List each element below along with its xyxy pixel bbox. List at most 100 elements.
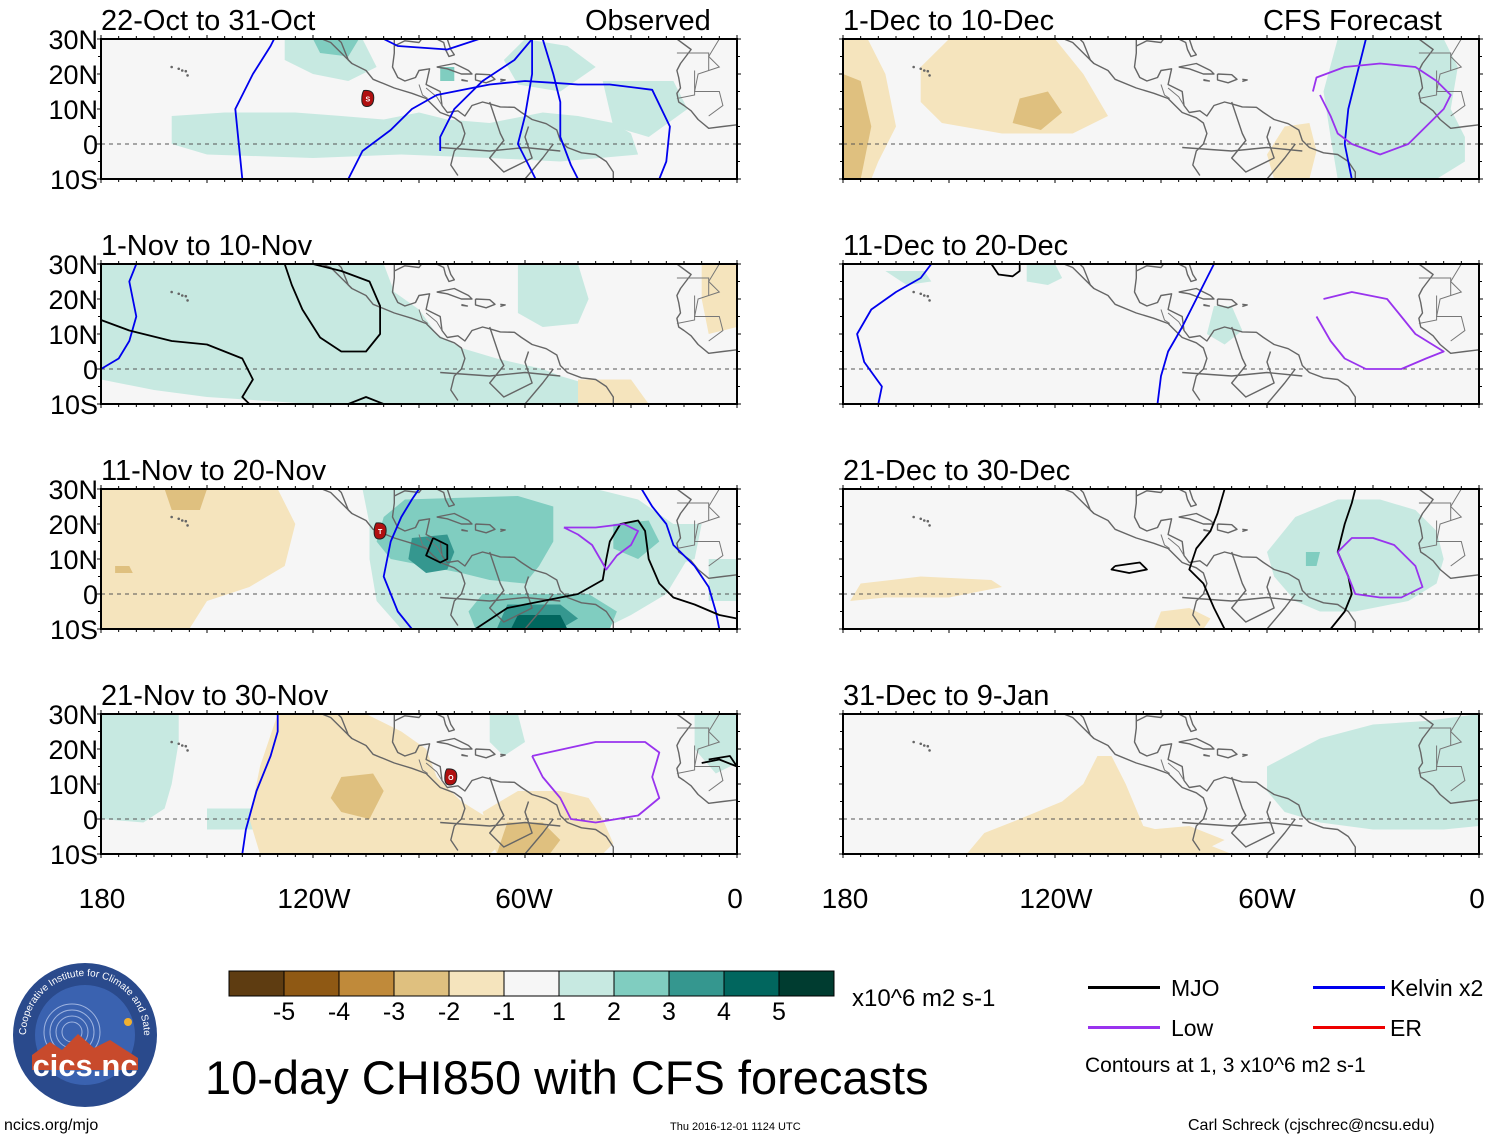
anomaly-region xyxy=(843,74,872,179)
colorbar-label: -1 xyxy=(492,998,516,1026)
anomaly-region xyxy=(1012,91,1063,130)
hawaii-island xyxy=(928,299,931,302)
coastline xyxy=(1133,264,1356,404)
anomaly-region xyxy=(171,112,639,162)
legend-note: Contours at 1, 3 x10^6 m2 s-1 xyxy=(1085,1054,1366,1077)
wave-contour xyxy=(425,537,449,564)
lat-label: 10N xyxy=(48,320,98,350)
colorbar-swatch xyxy=(558,970,615,997)
wave-contour xyxy=(1312,62,1452,156)
logo-text: cics.nc xyxy=(32,1048,138,1083)
coastline xyxy=(1216,298,1238,309)
anomaly-region xyxy=(1305,552,1320,566)
hawaii-island xyxy=(922,744,926,747)
coastline xyxy=(1242,753,1248,758)
wave-contour xyxy=(101,264,138,370)
country-border xyxy=(418,534,429,549)
lon-label: 0 xyxy=(1469,883,1485,914)
coastline xyxy=(391,264,614,404)
hawaii-island xyxy=(928,74,931,77)
colorbar-label: -5 xyxy=(272,998,296,1026)
wave-contour xyxy=(283,264,382,353)
colorbar-label: 2 xyxy=(607,998,621,1026)
lon-label: 60W xyxy=(495,883,553,914)
hawaii-island xyxy=(919,292,923,296)
country-border xyxy=(1418,745,1438,774)
colorbar-swatch xyxy=(338,970,395,997)
legend-swatch-kelvin xyxy=(1313,986,1385,989)
coastline xyxy=(1178,62,1215,75)
lon-label: 60W xyxy=(1238,883,1296,914)
wave-contour xyxy=(1315,291,1445,370)
coastline xyxy=(1078,264,1095,290)
coastline xyxy=(1203,303,1211,307)
lat-label: 10S xyxy=(49,615,98,645)
coastline xyxy=(1078,39,1095,65)
footer-timestamp: Thu 2016-12-01 1124 UTC xyxy=(670,1121,801,1133)
hawaii-island xyxy=(184,69,188,73)
coastline xyxy=(500,528,506,533)
hawaii-island xyxy=(170,515,173,519)
lon-label: 180 xyxy=(78,883,126,914)
hawaii-island xyxy=(170,740,173,744)
coastline xyxy=(393,489,455,508)
coastline xyxy=(676,489,737,580)
coastline xyxy=(1178,287,1215,300)
colorbar-label: -3 xyxy=(382,998,406,1026)
coastline xyxy=(474,298,496,309)
coastline xyxy=(1078,489,1095,515)
anomaly-region xyxy=(1267,714,1479,830)
coastline xyxy=(336,714,353,740)
coastline xyxy=(391,489,614,629)
colorbar-label: 5 xyxy=(772,998,786,1026)
country-border xyxy=(693,714,724,792)
country-border xyxy=(1160,309,1171,324)
hawaii-island xyxy=(912,740,915,744)
country-border xyxy=(1418,52,1452,71)
panel-3-title: 1-Nov to 10-Nov xyxy=(101,230,313,262)
hawaii-island xyxy=(180,519,184,522)
anomaly-region xyxy=(101,264,631,404)
country-border xyxy=(1435,714,1466,792)
legend-label-kelvin: Kelvin x2 xyxy=(1390,975,1484,1001)
coastline xyxy=(1231,551,1275,623)
map-panel-3 xyxy=(97,260,741,408)
wave-contour xyxy=(383,39,480,51)
wave-contour xyxy=(640,489,721,629)
cics-logo: Cooperative Institute for Climate and Sa… xyxy=(10,960,160,1110)
hawaii-island xyxy=(922,294,926,297)
wave-contour xyxy=(382,489,420,629)
coastline xyxy=(1242,528,1248,533)
coastline xyxy=(1182,596,1303,602)
colorbar-swatch xyxy=(228,970,285,997)
storm-label: S xyxy=(365,97,370,104)
storm-label: T xyxy=(378,529,383,536)
wave-contour xyxy=(241,714,279,854)
hawaii-island xyxy=(922,69,926,72)
anomaly-region xyxy=(330,773,384,819)
country-border xyxy=(676,502,710,521)
country-border xyxy=(1418,70,1438,99)
lat-label: 10S xyxy=(49,390,98,420)
hawaii-island xyxy=(928,749,931,752)
lon-label: 120W xyxy=(277,883,351,914)
legend-label-er: ER xyxy=(1390,1015,1422,1041)
anomaly-region xyxy=(708,559,737,601)
coastline xyxy=(391,39,614,179)
country-border xyxy=(1160,534,1171,549)
hawaii-island xyxy=(180,744,184,747)
anomaly-region xyxy=(489,714,525,756)
wave-contour xyxy=(563,523,639,571)
coastline xyxy=(1216,73,1238,84)
lat-label: 10S xyxy=(49,840,98,870)
country-border xyxy=(1418,502,1452,521)
country-border xyxy=(418,309,429,324)
panel-8-title: 31-Dec to 9-Jan xyxy=(843,680,1050,712)
coastline xyxy=(391,714,614,854)
coastline xyxy=(1418,714,1479,805)
wave-contour xyxy=(475,519,737,629)
country-border xyxy=(425,762,443,781)
lat-label: 10S xyxy=(49,165,98,195)
country-border xyxy=(693,489,724,567)
hawaii-island xyxy=(177,742,181,746)
